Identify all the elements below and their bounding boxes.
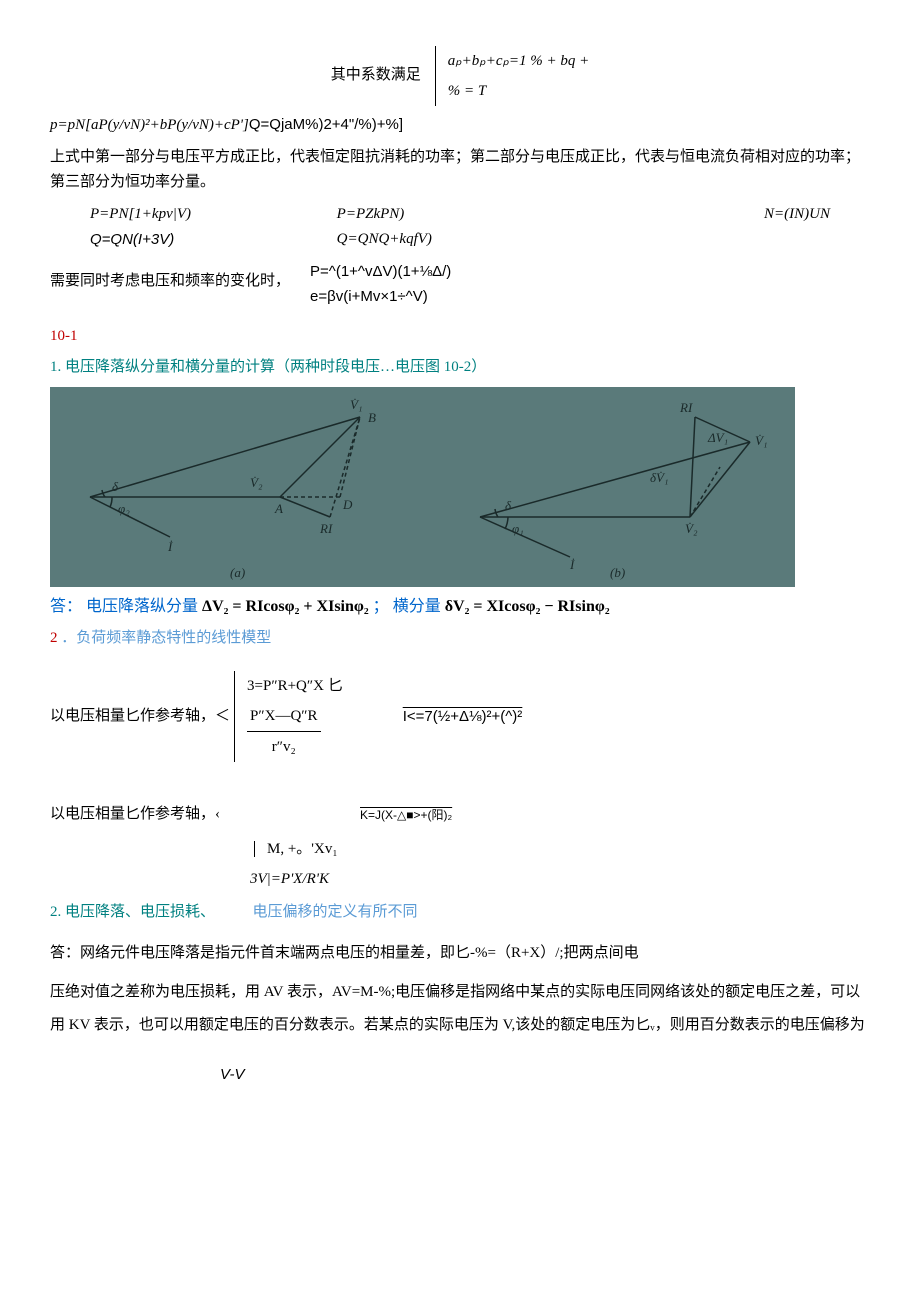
svg-text:RI: RI xyxy=(319,521,333,536)
h2-num: 2. xyxy=(50,904,61,920)
approx-row: P=PN[1+kpv|V) Q=QN(I+3V) P=PZkPN) Q=QNQ+… xyxy=(50,202,870,253)
freq-r1: P=^(1+^vΔV)(1+⅛Δ/) xyxy=(310,259,870,285)
svg-text:φ₁: φ₁ xyxy=(512,521,524,536)
approx-c2: P=PZkPN) Q=QNQ+kqfV) xyxy=(337,202,584,253)
svg-text:ΔV₁: ΔV₁ xyxy=(707,430,728,445)
pv1-lines: M, +。'Xv₁ 3V|=P'X/R'K xyxy=(250,834,870,894)
freq-lhs: 需要同时考虑电压和频率的变化时， xyxy=(50,259,310,310)
a1-prefix: 答： xyxy=(50,598,82,615)
h1-num: 1. xyxy=(50,359,61,375)
svg-text:A: A xyxy=(274,501,283,516)
h2-t1: 电压降落、电压损耗、 xyxy=(65,904,215,920)
phasor-figure: V̇₁ B V̇₂ A D RI İ δ φ₂ (a) RI V̇₁ ΔV₁ xyxy=(50,387,795,587)
pv1-label: 以电压相量匕作参考轴，‹ xyxy=(50,802,220,828)
svg-text:(b): (b) xyxy=(610,565,625,580)
eq-pq: p=pN[aP(y/vN)²+bP(y/vN)+cP']Q=QjaM%)2+4"… xyxy=(50,112,870,139)
svg-text:V̇₁: V̇₁ xyxy=(350,397,362,412)
a1-sep: ； xyxy=(373,598,389,615)
coef-row: 其中系数满足 aₚ+bₚ+cₚ=1 % + bq + % = T xyxy=(50,46,870,106)
eq-pq-lhs: p=pN[aP(y/vN)²+bP(y/vN)+cP'] xyxy=(50,117,249,133)
svg-text:δ: δ xyxy=(112,479,119,494)
pv2-fb: r″v₂ xyxy=(247,732,321,762)
pv2-frac: P″X—Q″R r″v₂ xyxy=(247,701,321,762)
pv2-l1: 3=P″R+Q″X 匕 xyxy=(247,678,343,694)
a1-p2label: 横分量 xyxy=(393,598,441,615)
svg-text:D: D xyxy=(342,497,353,512)
svg-text:İ: İ xyxy=(569,557,575,572)
pv1-rhs: K=J(X-△■>+(阳)₂ xyxy=(360,805,452,825)
a1-eq2: δV₂ = XIcosφ₂ − RIsinφ₂ xyxy=(445,598,610,615)
svg-text:δV̇₁: δV̇₁ xyxy=(650,470,669,485)
coef-prefix: 其中系数满足 xyxy=(331,63,421,89)
svg-text:V̇₂: V̇₂ xyxy=(685,521,698,536)
approx-c1a: P=PN[1+kpv|V) xyxy=(90,202,337,228)
pv1-brace: M, +。'Xv₁ 3V|=P'X/R'K xyxy=(250,841,338,887)
approx-c1b: Q=QN(I+3V) xyxy=(90,227,337,253)
svg-text:V̇₂: V̇₂ xyxy=(250,475,263,490)
heading-2: 2. 电压降落、电压损耗、 电压偏移的定义有所不同 xyxy=(50,900,870,926)
h2-t2: 电压偏移的定义有所不同 xyxy=(253,904,418,920)
pv2-label: 以电压相量匕作参考轴，＜ xyxy=(50,704,230,730)
ans2-p1: 答：网络元件电压降落是指元件首末端两点电压的相量差，即匕-%=（R+X）/;把两… xyxy=(50,937,870,970)
para-explain: 上式中第一部分与电压平方成正比，代表恒定阻抗消耗的功率；第二部分与电压成正比，代… xyxy=(50,145,870,196)
ans2-p2: 压绝对值之差称为电压损耗，用 AV 表示，AV=M-%;电压偏移是指网络中某点的… xyxy=(50,976,870,1042)
phasor-v1: 以电压相量匕作参考轴，‹ K=J(X-△■>+(阳)₂ xyxy=(50,802,870,828)
approx-c2b: Q=QNQ+kqfV) xyxy=(337,227,584,253)
answer-1: 答： 电压降落纵分量 ΔV₂ = RIcosφ₂ + XIsinφ₂ ； 横分量… xyxy=(50,593,870,620)
pv1-l1: M, +。'Xv₁ xyxy=(267,841,338,857)
hs-num: 2 xyxy=(50,630,58,646)
heading-sub: 2 ．负荷频率静态特性的线性模型 xyxy=(50,626,870,652)
eq-pq-rhs: Q=QjaM%)2+4"/%)+%] xyxy=(249,116,403,133)
approx-c3: N=(IN)UN xyxy=(583,202,830,253)
pv1-l2: 3V|=P'X/R'K xyxy=(250,871,329,887)
svg-text:φ₂: φ₂ xyxy=(118,501,130,516)
svg-text:V̇₁: V̇₁ xyxy=(755,433,767,448)
h1-text: 电压降落纵分量和横分量的计算（两种时段电压…电压图 10-2） xyxy=(65,359,486,375)
coef-brace: aₚ+bₚ+cₚ=1 % + bq + % = T xyxy=(435,46,590,106)
phasor-v2: 以电压相量匕作参考轴，＜ 3=P″R+Q″X 匕 P″X—Q″R r″v₂ I<… xyxy=(50,671,870,762)
svg-text:RI: RI xyxy=(679,400,693,415)
freq-r2: e=βv(i+Mv×1÷^V) xyxy=(310,284,870,310)
svg-text:δ: δ xyxy=(505,498,512,513)
svg-text:İ: İ xyxy=(167,539,173,554)
heading-1: 1. 电压降落纵分量和横分量的计算（两种时段电压…电压图 10-2） xyxy=(50,355,870,381)
approx-c1: P=PN[1+kpv|V) Q=QN(I+3V) xyxy=(90,202,337,253)
sec-ref: 10-1 xyxy=(50,324,870,350)
approx-c2a: P=PZkPN) xyxy=(337,202,584,228)
freq-row: 需要同时考虑电压和频率的变化时， P=^(1+^vΔV)(1+⅛Δ/) e=βv… xyxy=(50,259,870,310)
pv2-brace: 3=P″R+Q″X 匕 P″X—Q″R r″v₂ xyxy=(234,671,343,762)
a1-eq1: ΔV₂ = RIcosφ₂ + XIsinφ₂ xyxy=(202,598,369,615)
svg-text:(a): (a) xyxy=(230,565,245,580)
freq-rhs: P=^(1+^vΔV)(1+⅛Δ/) e=βv(i+Mv×1÷^V) xyxy=(310,259,870,310)
pv2-rhs: I<=7(½+Δ⅛)²+(^)² xyxy=(403,704,523,730)
hs-text: ．负荷频率静态特性的线性模型 xyxy=(61,630,271,646)
vv: V-V xyxy=(220,1062,870,1088)
svg-text:B: B xyxy=(368,410,376,425)
pv2-ft: P″X—Q″R xyxy=(247,701,321,732)
coef-l2: % = T xyxy=(448,83,486,99)
coef-l1: aₚ+bₚ+cₚ=1 % + bq + xyxy=(448,53,590,69)
a1-p1label: 电压降落纵分量 xyxy=(86,598,198,615)
